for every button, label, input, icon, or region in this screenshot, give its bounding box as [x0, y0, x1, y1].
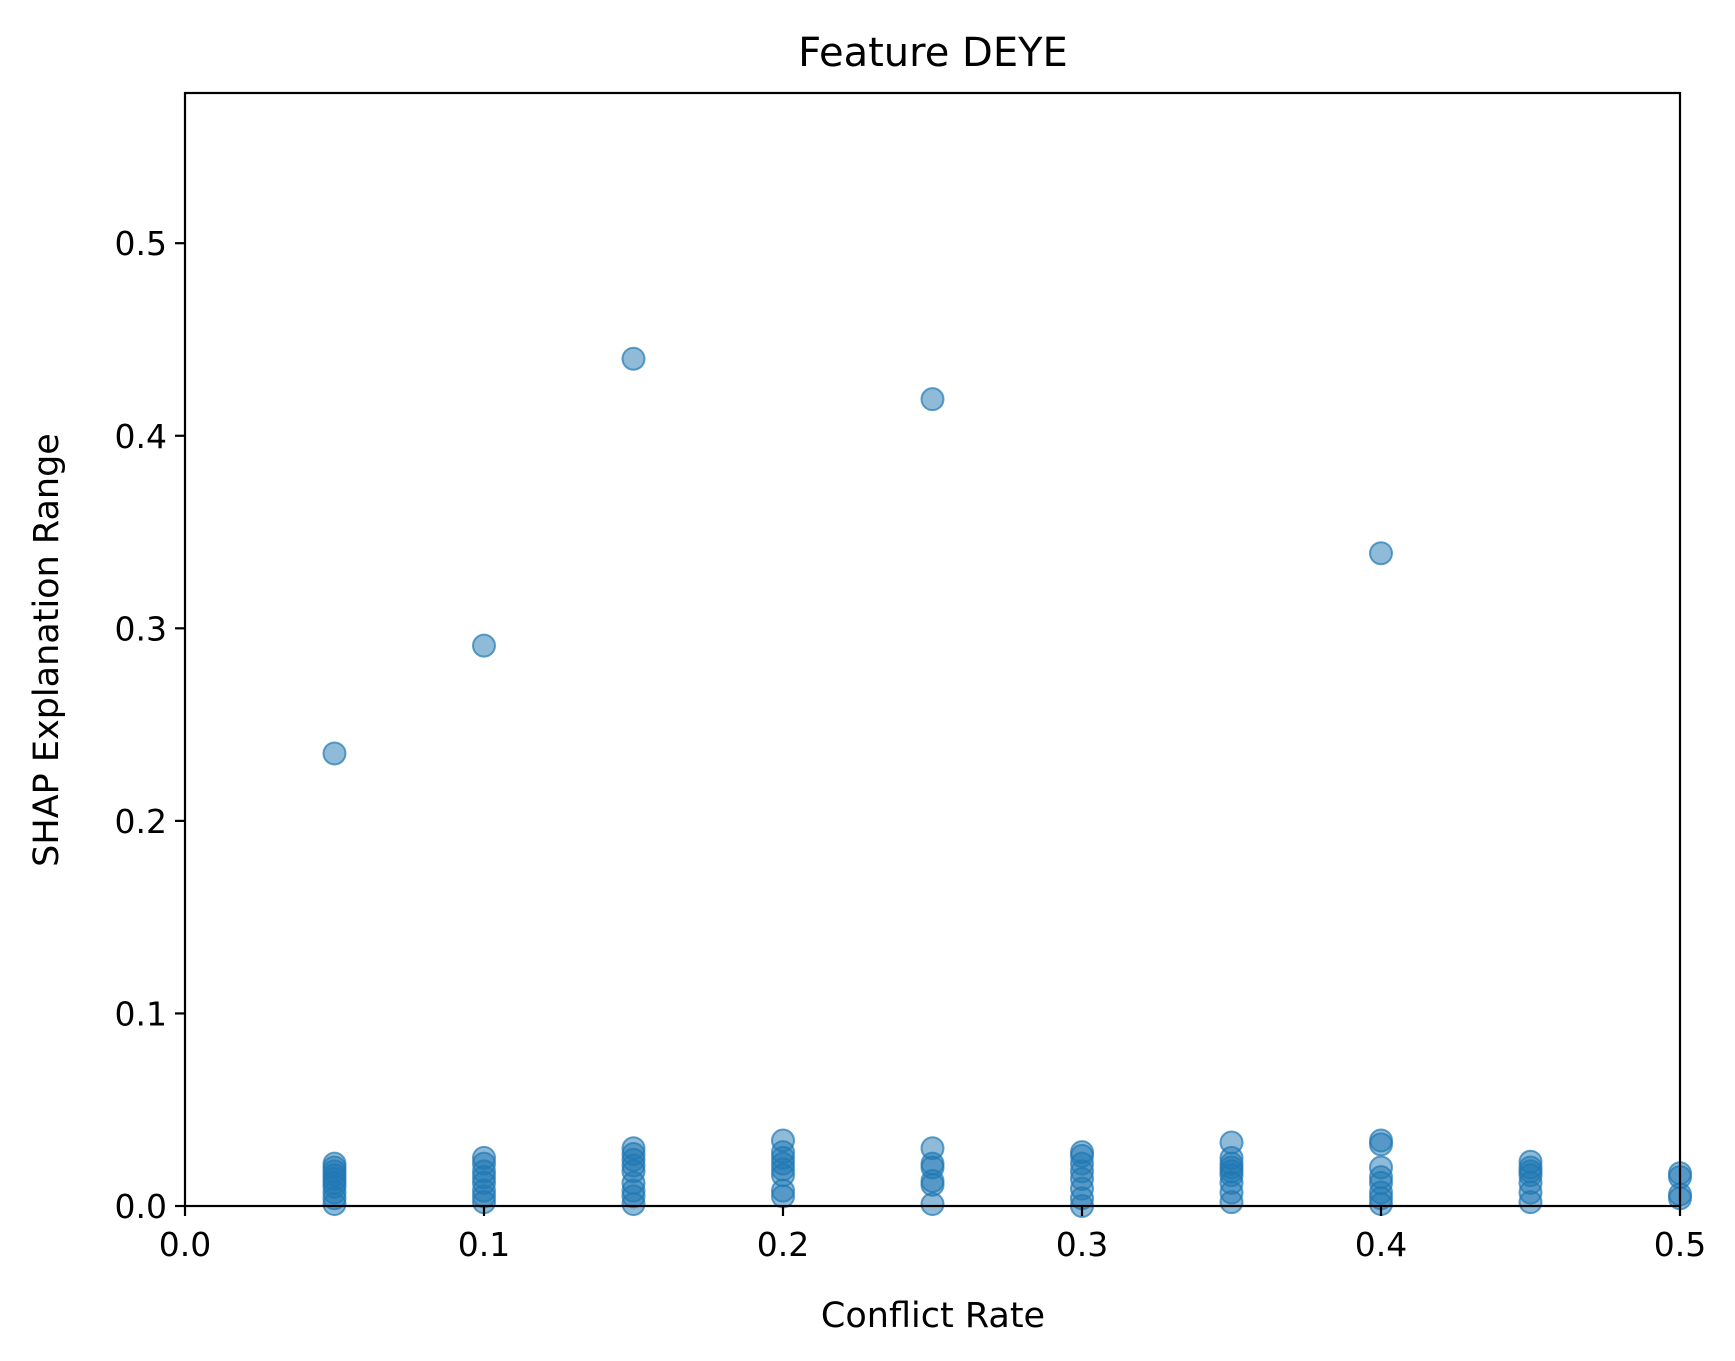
- x-tick-label: 0.2: [757, 1225, 809, 1264]
- x-tick-label: 0.0: [159, 1225, 211, 1264]
- data-point-38: [920, 387, 945, 412]
- data-point-77: [1518, 1190, 1543, 1215]
- data-point-11: [472, 633, 496, 658]
- y-tick-label: 0.3: [115, 609, 167, 648]
- x-tick-label: 0.3: [1056, 1225, 1108, 1264]
- plot-frame: [183, 91, 1682, 1208]
- data-point-64: [1369, 1132, 1393, 1157]
- x-tick-label: 0.1: [458, 1225, 510, 1264]
- data-point-44: [920, 1192, 945, 1217]
- x-axis-label: Conflict Rate: [821, 1296, 1045, 1336]
- y-axis-label: SHAP Explanation Range: [27, 433, 67, 867]
- data-point-29: [621, 1192, 646, 1217]
- data-point-37: [771, 1184, 795, 1209]
- data-point-0: [322, 741, 347, 766]
- data-point-20: [621, 346, 646, 371]
- points-layer: [322, 346, 1692, 1218]
- y-tick-label: 0.1: [115, 994, 167, 1033]
- y-tick-label: 0.5: [115, 224, 167, 263]
- y-tick-label: 0.0: [115, 1187, 167, 1226]
- x-axis: 0.0 0.1 0.2 0.3 0.4 0.5: [159, 1206, 1706, 1264]
- y-axis: 0.0 0.1 0.2 0.3 0.4 0.5: [115, 224, 185, 1226]
- data-point-10: [322, 1192, 347, 1217]
- x-tick-label: 0.5: [1654, 1225, 1706, 1264]
- y-tick-label: 0.4: [115, 417, 167, 456]
- data-point-61: [1219, 1190, 1244, 1215]
- y-tick-label: 0.2: [115, 802, 167, 841]
- chart-title: Feature DEYE: [798, 30, 1068, 76]
- x-tick-label: 0.4: [1355, 1225, 1407, 1264]
- data-point-62: [1369, 541, 1393, 566]
